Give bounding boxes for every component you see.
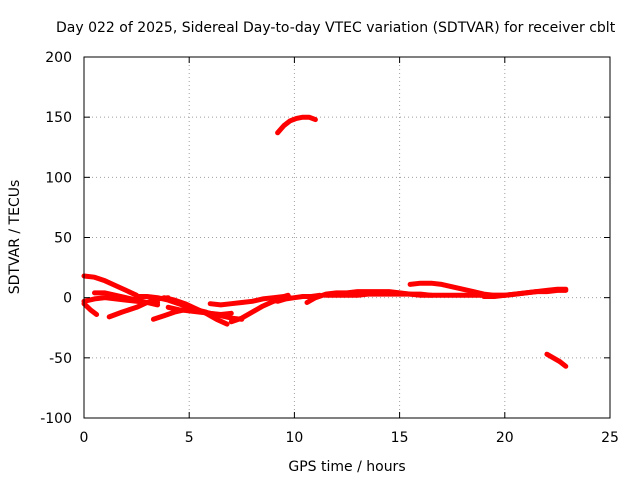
y-tick-label: -50: [49, 351, 72, 367]
y-tick-label: 0: [63, 291, 72, 307]
series-arc-13: [275, 114, 318, 136]
axis-ticks: 0 5 10 15 20 25 -100 -50 0 50 100 150 200: [40, 50, 619, 446]
y-tick-label: 200: [45, 50, 72, 66]
x-tick-label: 15: [391, 430, 409, 446]
y-tick-label: 50: [54, 231, 72, 247]
y-axis-label: SDTVAR / TECUs: [7, 180, 23, 295]
y-tick-label: 150: [45, 110, 72, 126]
y-tick-label: 100: [45, 170, 72, 186]
y-tick-label: -100: [40, 411, 72, 427]
series-arc-12: [275, 292, 323, 304]
series-arc-9: [161, 295, 230, 327]
chart-title: Day 022 of 2025, Sidereal Day-to-day VTE…: [56, 20, 616, 36]
series-arc-3: [81, 301, 100, 317]
x-tick-label: 5: [185, 430, 194, 446]
series-arc-1: [81, 273, 140, 298]
x-tick-label: 25: [601, 430, 619, 446]
x-tick-label: 20: [496, 430, 514, 446]
data-series: [81, 114, 569, 369]
grid-lines: [84, 57, 610, 418]
plot-border: [83, 56, 611, 419]
series-arc-18: [544, 351, 569, 369]
x-axis-label: GPS time / hours: [288, 459, 405, 475]
series-arc-10: [207, 292, 291, 308]
x-tick-label: 0: [80, 430, 89, 446]
x-tick-label: 10: [285, 430, 303, 446]
series-arc-17: [481, 287, 569, 299]
